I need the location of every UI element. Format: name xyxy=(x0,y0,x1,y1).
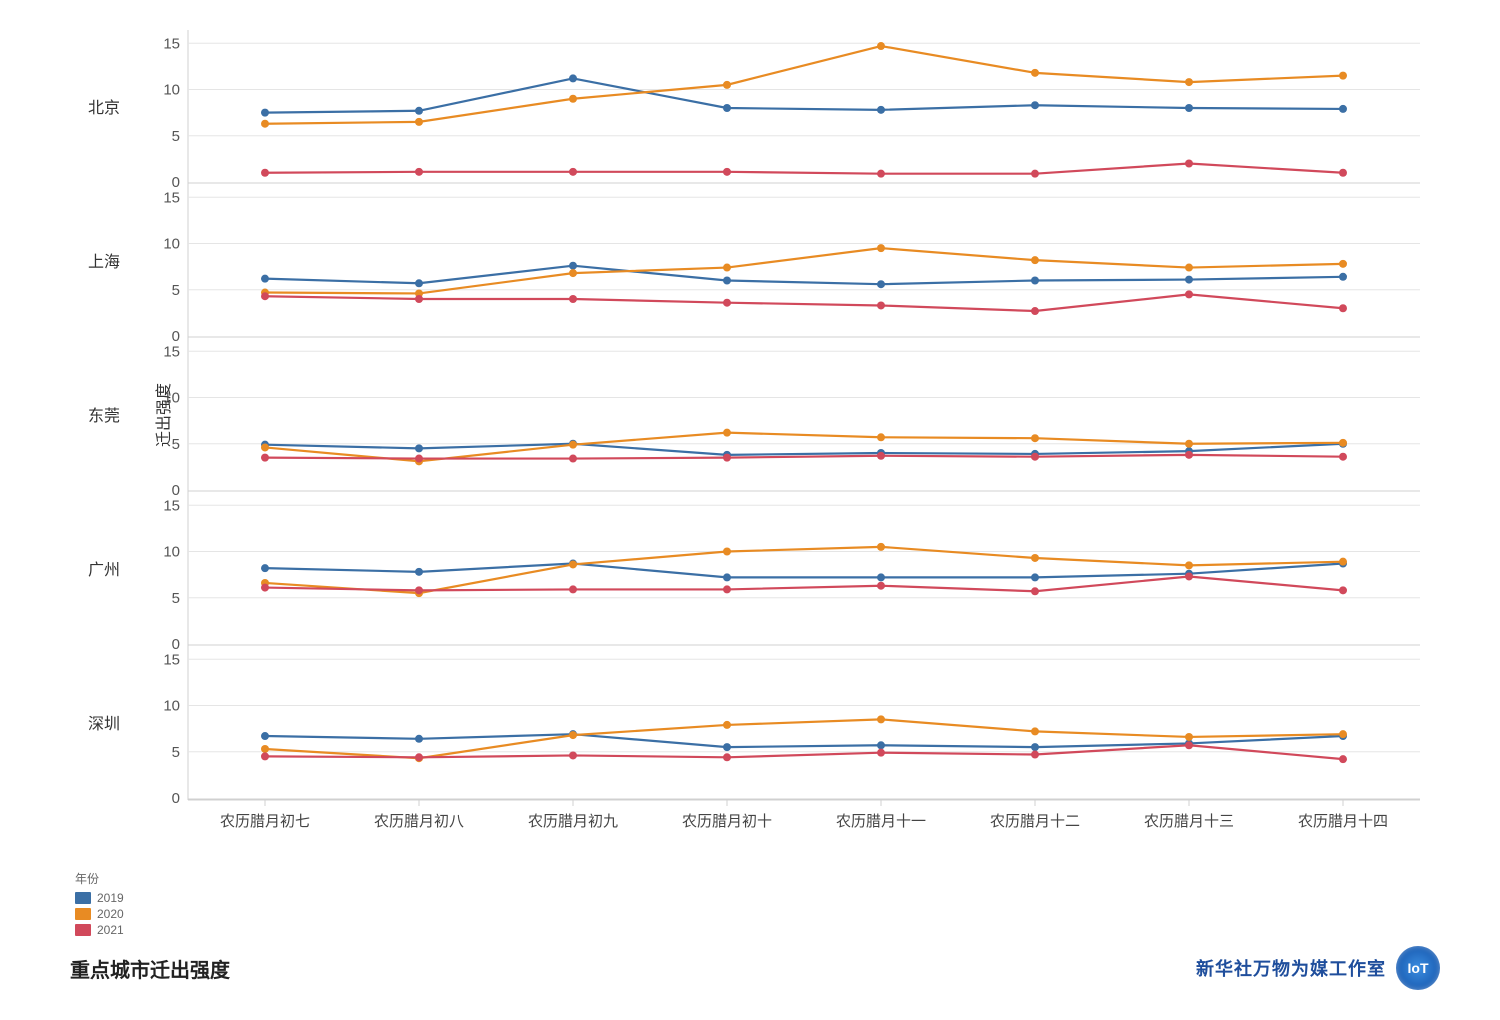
legend-label: 2021 xyxy=(97,923,124,937)
svg-text:农历腊月初十: 农历腊月初十 xyxy=(682,813,772,830)
svg-text:北京: 北京 xyxy=(88,99,120,117)
footer-source: 新华社万物为媒工作室 IoT xyxy=(1196,946,1440,990)
svg-text:东莞: 东莞 xyxy=(88,407,120,425)
svg-text:广州: 广州 xyxy=(88,561,120,579)
legend-label: 2020 xyxy=(97,907,124,921)
svg-text:10: 10 xyxy=(163,544,180,561)
legend-item: 2021 xyxy=(75,923,124,937)
legend-swatch xyxy=(75,908,91,920)
svg-text:15: 15 xyxy=(163,189,180,206)
svg-text:15: 15 xyxy=(163,35,180,52)
svg-text:5: 5 xyxy=(172,590,180,607)
legend-item: 2020 xyxy=(75,907,124,921)
svg-text:农历腊月十二: 农历腊月十二 xyxy=(990,813,1080,830)
svg-text:15: 15 xyxy=(163,651,180,668)
svg-text:10: 10 xyxy=(163,236,180,253)
y-axis-title: 迁出强度 xyxy=(150,383,174,447)
legend-item: 2019 xyxy=(75,891,124,905)
svg-text:10: 10 xyxy=(163,698,180,715)
svg-text:农历腊月初七: 农历腊月初七 xyxy=(220,813,310,830)
svg-text:5: 5 xyxy=(172,744,180,761)
legend-swatch xyxy=(75,924,91,936)
svg-text:15: 15 xyxy=(163,497,180,514)
svg-text:5: 5 xyxy=(172,128,180,145)
svg-text:农历腊月十一: 农历腊月十一 xyxy=(836,813,926,830)
svg-text:0: 0 xyxy=(172,790,180,807)
legend-title: 年份 xyxy=(75,870,124,887)
legend-label: 2019 xyxy=(97,891,124,905)
svg-text:农历腊月十四: 农历腊月十四 xyxy=(1298,813,1388,830)
legend-swatch xyxy=(75,892,91,904)
chart-area: 迁出强度 051015北京051015上海051015东莞051015广州051… xyxy=(150,30,1430,800)
source-text: 新华社万物为媒工作室 xyxy=(1196,955,1386,981)
svg-text:上海: 上海 xyxy=(88,253,120,271)
chart-title: 重点城市迁出强度 xyxy=(70,954,230,983)
footer: 重点城市迁出强度 新华社万物为媒工作室 IoT xyxy=(0,946,1500,990)
svg-text:农历腊月初九: 农历腊月初九 xyxy=(528,813,618,830)
svg-text:15: 15 xyxy=(163,343,180,360)
svg-text:农历腊月十三: 农历腊月十三 xyxy=(1144,813,1234,830)
iot-badge-icon: IoT xyxy=(1396,946,1440,990)
legend: 年份 2019 2020 2021 xyxy=(75,870,124,937)
svg-text:农历腊月初八: 农历腊月初八 xyxy=(374,813,464,830)
svg-text:10: 10 xyxy=(163,82,180,99)
chart-svg: 051015北京051015上海051015东莞051015广州051015深圳… xyxy=(150,30,1430,840)
svg-text:5: 5 xyxy=(172,282,180,299)
svg-text:深圳: 深圳 xyxy=(88,715,120,733)
